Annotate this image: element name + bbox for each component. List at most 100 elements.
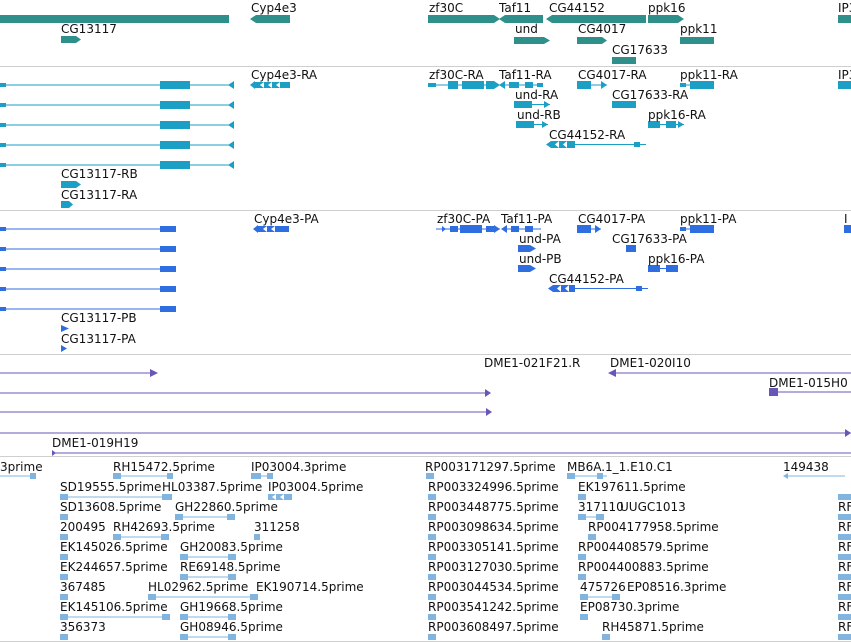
transcript-feature[interactable] <box>612 101 636 108</box>
est-label[interactable]: RF <box>838 540 851 554</box>
est-label[interactable]: RP003127030.5prime <box>428 560 559 574</box>
protein-feature[interactable] <box>518 265 536 272</box>
est-feature[interactable] <box>578 494 586 500</box>
est-feature[interactable] <box>60 574 68 580</box>
est-feature[interactable] <box>148 594 258 600</box>
gene-label[interactable]: IP3 <box>838 1 851 15</box>
gene-feature[interactable] <box>514 37 550 44</box>
gene-feature[interactable] <box>61 36 81 43</box>
est-label[interactable]: RF <box>838 560 851 574</box>
est-feature[interactable] <box>567 473 607 479</box>
transcript-feature[interactable] <box>499 81 543 89</box>
est-label[interactable]: MB6A.1_1.E10.C1 <box>567 460 673 474</box>
protein-feature[interactable] <box>61 325 69 332</box>
protein-label[interactable]: ppk16-PA <box>648 252 705 266</box>
gene-label[interactable]: CG17633 <box>612 43 668 57</box>
est-label[interactable]: RF <box>838 520 851 534</box>
clone-feature[interactable] <box>0 408 492 416</box>
est-feature[interactable] <box>602 634 610 640</box>
transcript-feature[interactable] <box>514 101 550 108</box>
est-label[interactable]: RF <box>838 620 851 634</box>
est-label[interactable]: EP08730.3prime <box>580 600 680 614</box>
est-feature[interactable] <box>0 473 36 479</box>
est-feature[interactable] <box>113 534 169 540</box>
transcript-label[interactable]: zf30C-RA <box>429 68 484 82</box>
gene-label[interactable]: CG4017 <box>578 22 627 36</box>
gene-feature[interactable] <box>250 15 290 23</box>
est-label[interactable]: RP003324996.5prime <box>428 480 559 494</box>
protein-label[interactable]: Taf11-PA <box>501 212 553 226</box>
gene-feature[interactable] <box>546 15 646 23</box>
protein-feature[interactable] <box>253 225 289 233</box>
transcript-label[interactable]: ppk16-RA <box>648 108 706 122</box>
gene-label[interactable]: Cyp4e3 <box>251 1 297 15</box>
est-feature[interactable] <box>578 554 586 560</box>
est-feature[interactable] <box>578 574 586 580</box>
est-feature[interactable] <box>175 514 235 520</box>
est-feature[interactable] <box>180 634 236 640</box>
est-label[interactable]: RH42693.5prime <box>113 520 215 534</box>
est-feature[interactable] <box>60 534 68 540</box>
protein-feature[interactable] <box>0 305 176 313</box>
clone-feature[interactable] <box>0 389 491 397</box>
protein-feature[interactable] <box>648 265 678 272</box>
est-label[interactable]: EK145106.5prime <box>60 600 168 614</box>
transcript-feature[interactable] <box>0 141 234 149</box>
transcript-label[interactable]: Cyp4e3-RA <box>251 68 318 82</box>
protein-feature[interactable] <box>0 285 176 293</box>
est-label[interactable]: EK244657.5prime <box>60 560 168 574</box>
est-feature[interactable] <box>838 554 851 560</box>
est-feature[interactable] <box>428 534 436 540</box>
est-label[interactable]: RP003448775.5prime <box>428 500 559 514</box>
est-feature[interactable] <box>60 594 68 600</box>
gene-label[interactable]: CG13117 <box>61 22 117 36</box>
protein-label[interactable]: I <box>844 212 848 226</box>
transcript-feature[interactable] <box>838 81 851 89</box>
est-label[interactable]: GH22860.5prime <box>175 500 278 514</box>
est-feature[interactable] <box>60 554 68 560</box>
transcript-feature[interactable] <box>61 181 81 188</box>
gene-label[interactable]: ppk11 <box>680 22 718 36</box>
transcript-label[interactable]: IP3 <box>838 68 851 82</box>
est-feature[interactable] <box>838 614 851 620</box>
transcript-label[interactable]: CG13117-RB <box>61 167 138 181</box>
gene-feature[interactable] <box>499 15 543 23</box>
est-label[interactable]: 3prime <box>0 460 43 474</box>
gene-feature[interactable] <box>428 15 500 23</box>
est-feature[interactable] <box>580 614 588 620</box>
est-label[interactable]: RP003171297.5prime <box>425 460 556 474</box>
est-feature[interactable] <box>838 594 851 600</box>
protein-feature[interactable] <box>501 225 541 233</box>
est-label[interactable]: RP004408579.5prime <box>578 540 709 554</box>
transcript-label[interactable]: CG44152-RA <box>549 128 626 142</box>
est-feature[interactable] <box>60 614 170 620</box>
gene-feature[interactable] <box>577 37 607 44</box>
protein-label[interactable]: und-PA <box>519 232 561 246</box>
transcript-feature[interactable] <box>0 101 234 109</box>
est-label[interactable]: RP004400883.5prime <box>578 560 709 574</box>
clone-feature[interactable] <box>52 449 851 456</box>
protein-label[interactable]: zf30C-PA <box>437 212 491 226</box>
transcript-feature[interactable] <box>680 81 714 89</box>
est-label[interactable]: IP03004.5prime <box>268 480 364 494</box>
est-feature[interactable] <box>268 494 292 500</box>
clone-feature[interactable] <box>769 388 851 396</box>
transcript-feature[interactable] <box>61 201 73 208</box>
est-feature[interactable] <box>838 514 851 520</box>
est-label[interactable]: EK190714.5prime <box>256 580 364 594</box>
gene-feature[interactable] <box>612 57 636 64</box>
est-label[interactable]: RF <box>838 600 851 614</box>
est-label[interactable]: HL03387.5prime <box>162 480 263 494</box>
protein-label[interactable]: und-PB <box>519 252 562 266</box>
clone-label[interactable]: DME1-021F21.R <box>484 356 581 370</box>
est-label[interactable]: HL02962.5prime <box>148 580 249 594</box>
transcript-label[interactable]: ppk11-RA <box>680 68 738 82</box>
protein-feature[interactable] <box>0 245 176 253</box>
est-label[interactable]: IP03004.3prime <box>251 460 347 474</box>
protein-feature[interactable] <box>518 245 536 252</box>
est-label[interactable]: 356373 <box>60 620 106 634</box>
est-feature[interactable] <box>428 494 436 500</box>
protein-feature[interactable] <box>548 285 648 292</box>
transcript-feature[interactable] <box>648 121 684 128</box>
est-label[interactable]: SD13608.5prime <box>60 500 162 514</box>
